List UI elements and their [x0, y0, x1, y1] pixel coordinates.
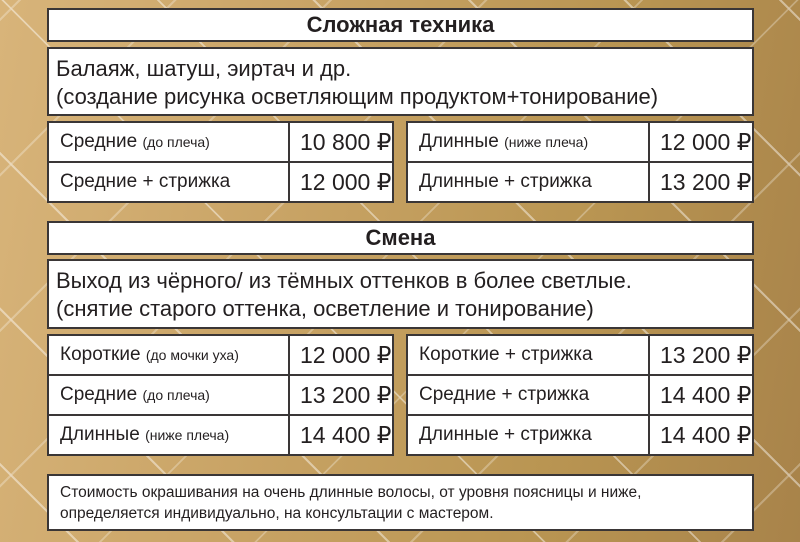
- section-description-change: Выход из чёрного/ из тёмных оттенков в б…: [47, 259, 754, 329]
- price-cell: 14 400 ₽: [648, 414, 754, 456]
- price-cell: 13 200 ₽: [648, 334, 754, 376]
- service-label: Короткие: [60, 344, 141, 365]
- service-label: Средние + стрижка: [419, 384, 590, 405]
- price-cell: 13 200 ₽: [288, 374, 394, 416]
- service-label: Средние + стрижка: [60, 171, 231, 192]
- service-label: Средние: [60, 131, 138, 152]
- service-label: Короткие + стрижка: [419, 344, 593, 365]
- service-cell: Средние (до плеча): [47, 121, 290, 163]
- service-length-note: (до мочки уха): [145, 347, 239, 363]
- price-row: Средние + стрижка 14 400 ₽: [406, 374, 754, 416]
- price-row: Средние (до плеча) 10 800 ₽: [47, 121, 394, 163]
- service-label: Длинные + стрижка: [419, 424, 592, 445]
- service-length-note: (до плеча): [142, 134, 210, 150]
- service-label: Средние: [60, 384, 138, 405]
- service-label: Длинные: [419, 131, 499, 152]
- price-table-change-right: Короткие + стрижка 13 200 ₽ Средние + стр…: [406, 334, 754, 456]
- service-cell: Длинные + стрижка: [406, 161, 650, 203]
- price-row: Длинные (ниже плеча) 14 400 ₽: [47, 414, 394, 456]
- description-line: Выход из чёрного/ из тёмных оттенков в б…: [56, 268, 632, 293]
- price-row: Короткие (до мочки уха) 12 000 ₽: [47, 334, 394, 376]
- service-cell: Средние + стрижка: [47, 161, 290, 203]
- service-label: Длинные + стрижка: [419, 171, 592, 192]
- price-table-change-left: Короткие (до мочки уха) 12 000 ₽ Средние (…: [47, 334, 394, 456]
- service-cell: Средние + стрижка: [406, 374, 650, 416]
- service-length-note: (ниже плеча): [504, 134, 589, 150]
- price-row: Короткие + стрижка 13 200 ₽: [406, 334, 754, 376]
- price-cell: 13 200 ₽: [648, 161, 754, 203]
- footer-note: Стоимость окрашивания на очень длинные в…: [47, 474, 754, 531]
- description-line: Балаяж, шатуш, эиртач и др.: [56, 56, 352, 81]
- price-cell: 14 400 ₽: [288, 414, 394, 456]
- service-cell: Длинные (ниже плеча): [406, 121, 650, 163]
- service-cell: Короткие (до мочки уха): [47, 334, 290, 376]
- price-row: Средние (до плеча) 13 200 ₽: [47, 374, 394, 416]
- price-cell: 14 400 ₽: [648, 374, 754, 416]
- price-table-complex-right: Длинные (ниже плеча) 12 000 ₽ Длинные + ст…: [406, 121, 754, 203]
- price-table-complex-left: Средние (до плеча) 10 800 ₽ Средние + стри…: [47, 121, 394, 203]
- price-cell: 12 000 ₽: [288, 334, 394, 376]
- section-title-complex-technique: Сложная техника: [47, 8, 754, 42]
- service-cell: Длинные (ниже плеча): [47, 414, 290, 456]
- price-cell: 10 800 ₽: [288, 121, 394, 163]
- service-cell: Длинные + стрижка: [406, 414, 650, 456]
- price-row: Длинные + стрижка 14 400 ₽: [406, 414, 754, 456]
- section-description-complex-technique: Балаяж, шатуш, эиртач и др. (создание ри…: [47, 47, 754, 116]
- price-row: Длинные + стрижка 13 200 ₽: [406, 161, 754, 203]
- service-cell: Средние (до плеча): [47, 374, 290, 416]
- description-line: (снятие старого оттенка, осветление и то…: [56, 296, 594, 321]
- service-label: Длинные: [60, 424, 140, 445]
- price-cell: 12 000 ₽: [648, 121, 754, 163]
- service-cell: Короткие + стрижка: [406, 334, 650, 376]
- service-length-note: (ниже плеча): [145, 427, 230, 443]
- note-line: определяется индивидуально, на консульта…: [60, 505, 494, 522]
- price-cell: 12 000 ₽: [288, 161, 394, 203]
- section-title-change: Смена: [47, 221, 754, 255]
- note-line: Стоимость окрашивания на очень длинные в…: [60, 484, 642, 501]
- price-row: Средние + стрижка 12 000 ₽: [47, 161, 394, 203]
- description-line: (создание рисунка осветляющим продуктом+…: [56, 84, 659, 109]
- service-length-note: (до плеча): [142, 387, 210, 403]
- price-row: Длинные (ниже плеча) 12 000 ₽: [406, 121, 754, 163]
